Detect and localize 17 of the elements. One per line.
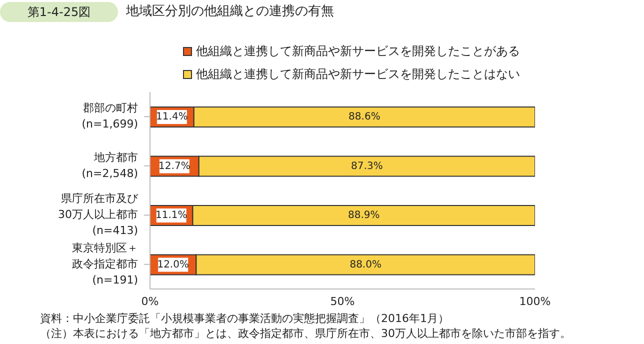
chart-title: 地域区分別の他組織との連携の有無 (126, 3, 334, 21)
data-label: 87.3% (351, 160, 383, 172)
x-tick-label: 0% (141, 294, 159, 308)
text: （注）本表における「地方都市」とは、政令指定都市、県庁所在市、30万人以上都市を除いた市部を指す。 (40, 327, 571, 341)
y-tick-label: 東京特別区＋政令指定都市 (n=191) (72, 241, 138, 286)
legend-label: 他組織と連携して新商品や新サービスを開発したことはない (196, 66, 520, 83)
text: 資料：中小企業庁委託「小規模事業者の事業活動の実態把握調査」（2016年1月） (40, 312, 449, 326)
y-tick-label: 地方都市 (n=2,548) (82, 150, 138, 180)
x-tick-label: 100% (519, 294, 551, 308)
text: 第1-4-25図 (0, 2, 118, 22)
y-tick-label: 県庁所在市及び30万人以上都市 (n=413) (58, 192, 139, 238)
y-tick-label: 郡部の町村 (n=1,699) (82, 102, 138, 131)
legend-label: 他組織と連携して新商品や新サービスを開発したことがある (196, 43, 520, 60)
data-label: 88.9% (348, 210, 380, 221)
x-tick-label: 50% (330, 294, 355, 308)
data-label: 88.0% (350, 259, 382, 270)
data-label: 88.6% (348, 112, 380, 122)
